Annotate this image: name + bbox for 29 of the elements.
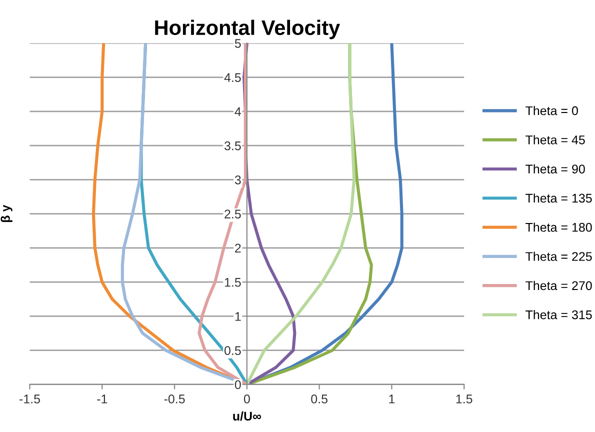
legend-label: Theta = 270 <box>526 280 592 290</box>
chart-title: Horizontal Velocity <box>155 20 340 40</box>
y-tick-label: 2 <box>235 244 241 252</box>
legend-label: Theta = 180 <box>526 222 592 232</box>
x-axis-title: u/U∞ <box>233 411 262 421</box>
x-tick-label: -1.5 <box>20 394 40 404</box>
x-tick-label: 0.5 <box>311 394 328 404</box>
y-tick-label: 2.5 <box>224 210 241 218</box>
y-tick-label: 0 <box>234 380 241 390</box>
legend-label: Theta = 0 <box>526 106 578 116</box>
y-tick-label: 5 <box>234 39 241 48</box>
x-tick-label: 0 <box>244 394 250 404</box>
legend-label: Theta = 225 <box>526 252 592 261</box>
y-tick-label: 4 <box>234 107 242 116</box>
x-tick-label: 1.5 <box>456 394 472 404</box>
legend-label: Theta = 315 <box>526 310 592 320</box>
y-tick-label: 1 <box>235 312 241 321</box>
legend-label: Theta = 135 <box>526 193 592 203</box>
legend-label: Theta = 90 <box>526 164 585 174</box>
x-tick-label: 1 <box>389 394 395 404</box>
y-tick-label: 4.5 <box>224 73 241 82</box>
y-tick-label: 3.5 <box>224 141 241 150</box>
x-tick-label: -0.5 <box>164 394 185 404</box>
y-tick-label: 3 <box>234 176 241 184</box>
y-axis-title: β y <box>0 204 12 222</box>
y-tick-label: 0.5 <box>224 346 241 356</box>
y-tick-label: 1.5 <box>224 278 241 287</box>
legend-label: Theta = 45 <box>526 135 585 144</box>
x-tick-label: -1 <box>97 394 108 404</box>
